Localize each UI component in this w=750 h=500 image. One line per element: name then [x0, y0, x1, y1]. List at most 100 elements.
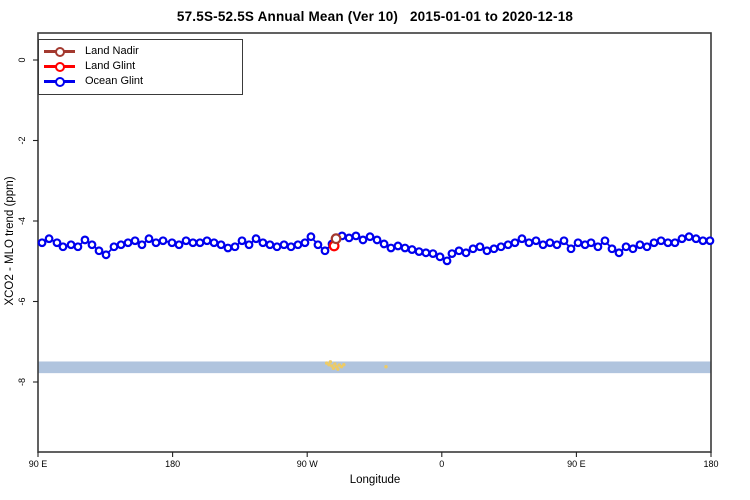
series-ocean-glint: [37, 231, 715, 266]
series-ocean-glint-marker: [87, 240, 97, 250]
series-ocean-glint-marker: [372, 235, 382, 245]
series-ocean-glint-marker: [475, 242, 485, 252]
y-tick-label: -4: [17, 217, 27, 225]
series-ocean-glint-marker: [223, 243, 233, 253]
small-scatter-point: [342, 362, 346, 367]
small-scatter-point: [328, 360, 333, 364]
series-ocean-glint-marker: [684, 232, 694, 242]
series-ocean-glint-marker: [306, 232, 316, 242]
series-ocean-glint-marker: [358, 235, 368, 245]
series-ocean-glint-marker: [691, 234, 701, 244]
legend-dot: [55, 46, 65, 57]
y-tick-label: -2: [17, 136, 27, 144]
y-axis-title: XCO2 - MLO trend (ppm): [4, 176, 16, 306]
series-ocean-glint-marker: [181, 236, 191, 246]
series-ocean-glint-marker: [279, 240, 289, 250]
series-ocean-glint-marker: [265, 240, 275, 250]
series-ocean-glint-marker: [447, 249, 457, 259]
series-ocean-glint-marker: [365, 232, 375, 242]
series-ocean-glint-marker: [663, 238, 673, 248]
legend-dot: [55, 61, 65, 72]
series-ocean-glint-marker: [286, 242, 296, 252]
small-scatter-point: [336, 367, 340, 371]
series-ocean-glint-marker: [607, 244, 617, 254]
legend-label: Ocean Glint: [85, 75, 144, 87]
series-ocean-glint-marker: [559, 236, 569, 246]
series-ocean-glint-marker: [400, 243, 410, 253]
series-ocean-glint-marker: [642, 242, 652, 252]
x-tick-label: 90 E: [29, 459, 48, 469]
series-ocean-glint-marker: [566, 244, 576, 254]
legend-marker-icon: [44, 76, 75, 87]
series-ocean-glint-marker: [414, 247, 424, 256]
small-scatter-point: [339, 365, 344, 369]
series-ocean-glint-marker: [300, 238, 310, 248]
series-ocean-glint-marker: [393, 241, 403, 251]
series-ocean-glint-marker: [202, 236, 212, 246]
small-scatter-point: [331, 366, 336, 371]
legend-item-land-nadir: Land Nadir: [44, 44, 242, 59]
series-ocean-glint-marker: [454, 246, 464, 256]
y-tick-label: -8: [17, 378, 27, 386]
series-land-nadir-marker: [330, 233, 342, 245]
x-tick-label: 90 E: [567, 459, 586, 469]
series-ocean-glint-marker: [144, 234, 154, 244]
legend-label: Land Glint: [85, 60, 136, 72]
legend: Land Nadir Land Glint Ocean Glint: [38, 39, 243, 95]
x-tick-label: 90 W: [297, 459, 319, 469]
series-ocean-glint-marker: [503, 240, 513, 250]
series-ocean-glint-marker: [656, 236, 666, 246]
series-ocean-glint-marker: [573, 238, 583, 248]
series-ocean-glint-marker: [677, 234, 687, 244]
series-ocean-glint-marker: [386, 243, 396, 253]
series-ocean-glint-marker: [545, 238, 555, 248]
small-scatter-point: [384, 365, 388, 369]
legend-marker-icon: [44, 61, 75, 72]
series-ocean-glint-marker: [237, 236, 247, 246]
series-ocean-glint-marker: [635, 240, 645, 250]
x-tick-label: 180: [703, 459, 718, 469]
series-ocean-glint-marker: [407, 245, 417, 254]
legend-item-land-glint: Land Glint: [44, 59, 242, 74]
series-ocean-glint-marker: [600, 236, 610, 246]
series-ocean-glint-marker: [320, 246, 330, 256]
series-ocean-glint-marker: [435, 252, 445, 262]
series-ocean-glint-marker: [510, 238, 520, 248]
series-ocean-glint-marker: [37, 238, 47, 248]
series-ocean-glint-marker: [344, 233, 354, 243]
series-ocean-glint-marker: [158, 236, 168, 246]
small-scatter: [324, 360, 388, 371]
series-ocean-glint-marker: [130, 236, 140, 246]
x-tick-label: 0: [439, 459, 444, 469]
series-ocean-glint-marker: [461, 248, 471, 258]
series-ocean-glint-marker: [251, 234, 261, 244]
small-scatter-point: [327, 362, 331, 367]
series-ocean-glint-marker: [489, 244, 499, 254]
series-ocean-glint-marker: [209, 238, 219, 248]
legend-dot: [55, 76, 65, 87]
series-ocean-glint-marker: [188, 238, 198, 248]
series-ocean-glint-marker: [538, 240, 548, 250]
x-tick-label: 180: [165, 459, 180, 469]
series-ocean-glint-marker: [94, 246, 104, 256]
legend-label: Land Nadir: [85, 45, 139, 57]
series-ocean-glint-marker: [351, 231, 361, 241]
series-ocean-glint-marker: [531, 236, 541, 246]
series-ocean-glint-marker: [468, 244, 478, 254]
series-ocean-glint-marker: [244, 240, 254, 250]
series-ocean-glint-marker: [313, 240, 323, 250]
small-scatter-point: [333, 362, 337, 366]
series-ocean-glint-marker: [167, 238, 177, 248]
series-ocean-glint-marker: [586, 238, 596, 248]
series-ocean-glint-marker: [614, 248, 624, 258]
series-ocean-glint-marker: [482, 246, 492, 256]
legend-item-ocean-glint: Ocean Glint: [44, 74, 242, 89]
series-ocean-glint-marker: [58, 242, 68, 252]
series-ocean-glint-marker: [44, 234, 54, 244]
series-ocean-glint-marker: [705, 236, 715, 246]
series-ocean-glint-marker: [230, 242, 240, 252]
y-tick-label: -6: [17, 297, 27, 305]
x-axis-title: Longitude: [349, 474, 401, 486]
series-ocean-glint-marker: [80, 235, 90, 245]
